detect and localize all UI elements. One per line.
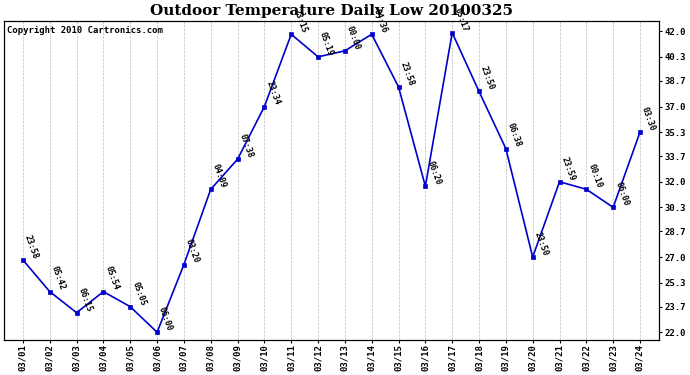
Text: 07:38: 07:38 xyxy=(237,133,255,159)
Text: 00:00: 00:00 xyxy=(345,24,362,51)
Text: 06:00: 06:00 xyxy=(157,306,174,332)
Text: 23:58: 23:58 xyxy=(23,234,40,260)
Text: 03:30: 03:30 xyxy=(640,105,657,132)
Text: 03:20: 03:20 xyxy=(184,238,201,264)
Text: 23:59: 23:59 xyxy=(560,155,577,182)
Text: 05:19: 05:19 xyxy=(318,30,335,57)
Text: 05:17: 05:17 xyxy=(452,6,469,33)
Text: 23:58: 23:58 xyxy=(399,60,415,87)
Text: Copyright 2010 Cartronics.com: Copyright 2010 Cartronics.com xyxy=(8,26,164,34)
Text: 00:10: 00:10 xyxy=(586,163,603,189)
Text: 05:54: 05:54 xyxy=(104,265,121,292)
Text: 05:42: 05:42 xyxy=(50,265,67,292)
Text: 23:15: 23:15 xyxy=(291,8,308,34)
Text: 23:50: 23:50 xyxy=(479,65,496,92)
Text: 06:38: 06:38 xyxy=(506,122,523,148)
Text: 06:20: 06:20 xyxy=(425,160,442,186)
Text: 04:36: 04:36 xyxy=(372,8,388,34)
Text: 23:34: 23:34 xyxy=(264,80,282,106)
Text: 23:50: 23:50 xyxy=(533,231,550,257)
Text: 05:05: 05:05 xyxy=(130,280,147,307)
Text: 04:09: 04:09 xyxy=(210,163,228,189)
Text: 06:00: 06:00 xyxy=(613,181,630,207)
Text: 06:15: 06:15 xyxy=(77,286,94,313)
Title: Outdoor Temperature Daily Low 20100325: Outdoor Temperature Daily Low 20100325 xyxy=(150,4,513,18)
